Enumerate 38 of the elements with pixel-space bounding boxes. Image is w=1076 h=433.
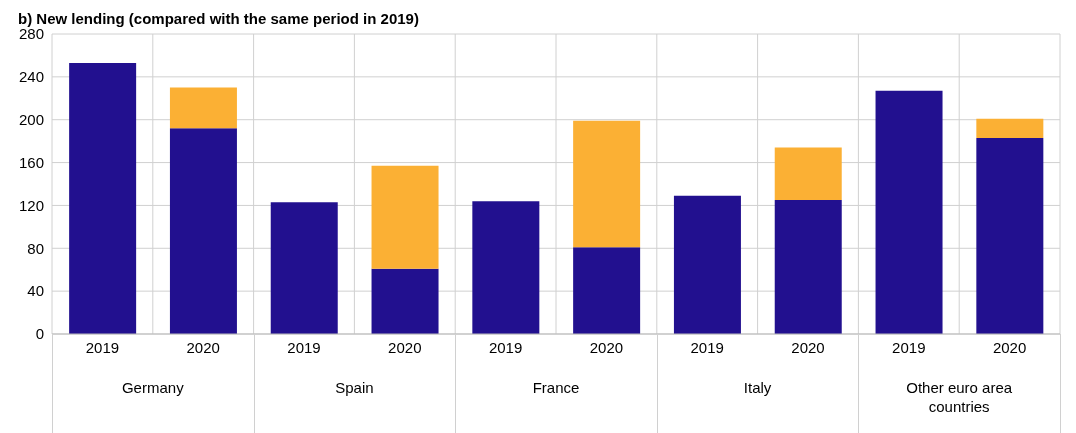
y-tick-label: 0 [35,325,44,343]
bar [573,247,641,334]
bar [270,202,338,334]
x-tick-label: 2019 [287,338,321,356]
x-tick-label: 2020 [992,338,1027,356]
bar [774,200,842,334]
bar [573,120,641,248]
x-tick-label: 2020 [589,338,624,356]
text: Germany [121,378,184,397]
bar [169,87,237,129]
y-tick-label: 40 [27,282,44,300]
y-tick-label: 80 [27,239,44,257]
bar [976,118,1044,138]
text: Spain [335,378,374,397]
text: Italy [743,378,772,397]
bar [69,62,137,334]
x-tick-label: 2020 [388,338,422,356]
bar [673,195,741,334]
chart-title: b) New lending (compared with the same period in 2019) [18,10,419,27]
x-tick-label: 2019 [488,338,523,356]
y-tick-label: 240 [18,68,44,86]
y-tick-label: 160 [18,153,44,171]
bar [169,128,237,334]
x-tick-label: 2020 [186,338,220,356]
bar [976,137,1044,334]
text: Other euro area countries [905,378,1014,416]
x-tick-label: 2020 [791,338,825,356]
bar [472,201,540,334]
x-tick-label: 2019 [892,338,926,356]
y-tick-label: 120 [18,196,44,214]
x-tick-label: 2019 [690,338,724,356]
bar [875,90,943,334]
y-tick-label: 200 [18,111,44,129]
bar [774,147,842,201]
x-tick-label: 2019 [85,338,120,356]
bar [371,165,439,269]
text: France [532,378,580,397]
bar [371,268,439,334]
